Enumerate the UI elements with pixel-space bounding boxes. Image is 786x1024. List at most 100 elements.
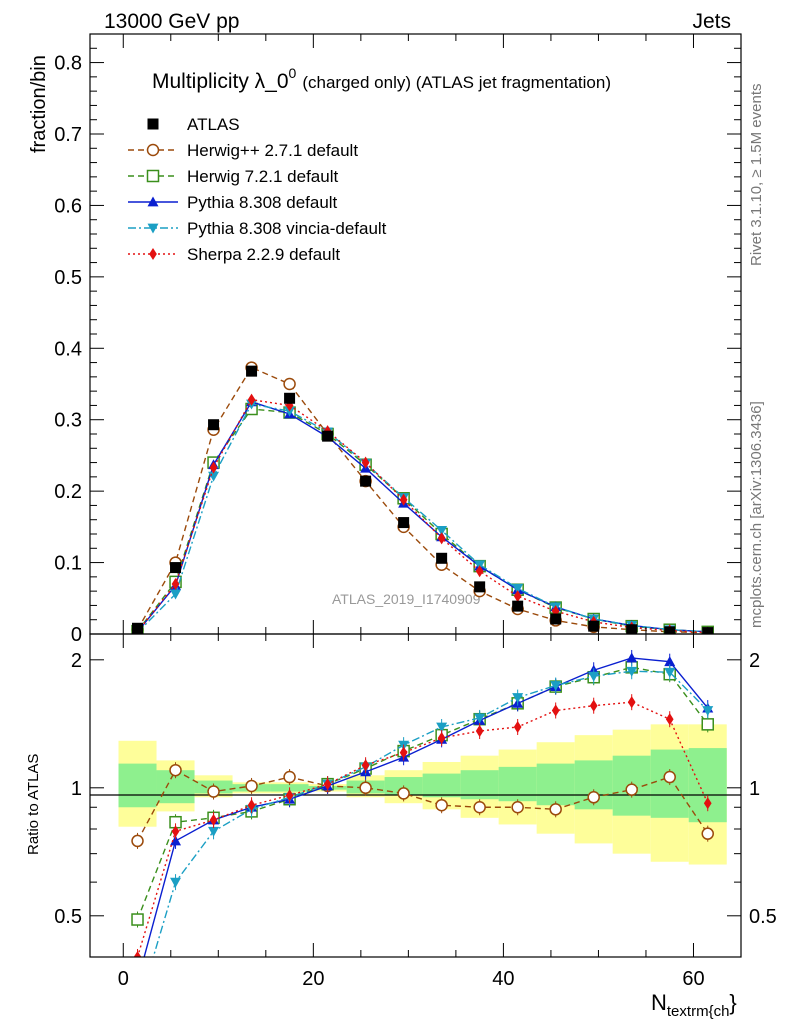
main-series-point bbox=[209, 461, 218, 474]
legend-marker bbox=[147, 196, 159, 207]
legend-marker bbox=[147, 223, 159, 234]
chart-title-suffix: (charged only) (ATLAS jet fragmentation) bbox=[302, 73, 611, 92]
x-tick-label: 40 bbox=[492, 968, 514, 990]
legend-label: ATLAS bbox=[187, 115, 240, 134]
ratio-uncertainty-bands bbox=[118, 724, 727, 865]
ratio-y-axis-label: Ratio to ATLAS bbox=[25, 754, 42, 855]
main-series-point bbox=[361, 456, 370, 469]
ratio-series-point bbox=[209, 813, 218, 827]
ratio-series-point bbox=[703, 797, 712, 810]
ratio-series-line bbox=[143, 657, 709, 957]
ratio-series-point bbox=[475, 724, 484, 738]
ratio-y-tick-label: 2 bbox=[71, 650, 82, 672]
rivet-version-label: Rivet 3.1.10, ≥ 1.5M events bbox=[748, 84, 765, 267]
main-series-point bbox=[283, 377, 296, 391]
main-series-line bbox=[136, 398, 708, 634]
ratio-y-tick-label-right: 0.5 bbox=[749, 906, 777, 928]
header-energy-label: 13000 GeV pp bbox=[104, 10, 239, 33]
main-series-point bbox=[170, 589, 182, 600]
ratio-series-point bbox=[170, 877, 182, 888]
ratio-series-point bbox=[245, 779, 258, 793]
x-axis-label-tail: } bbox=[729, 990, 736, 1015]
ratio-series-point bbox=[663, 770, 676, 784]
legend-label: Pythia 8.308 vincia-default bbox=[187, 219, 387, 238]
main-series-line bbox=[137, 403, 708, 634]
data-point bbox=[626, 624, 638, 634]
stat-uncertainty-band bbox=[460, 770, 499, 800]
data-point bbox=[132, 622, 144, 634]
ratio-series-point bbox=[551, 704, 560, 717]
ratio-series-point bbox=[550, 681, 562, 692]
x-tick-label: 60 bbox=[682, 968, 704, 990]
ratio-series-point bbox=[208, 826, 220, 837]
legend-marker bbox=[146, 143, 160, 157]
ratio-series-point bbox=[626, 666, 638, 677]
chart-title-main: Multiplicity λ_0 bbox=[152, 70, 289, 93]
ratio-series-point bbox=[512, 693, 524, 704]
ratio-series-point bbox=[474, 713, 486, 724]
ratio-series-point bbox=[436, 722, 448, 733]
ratio-series-point bbox=[207, 785, 220, 798]
data-point bbox=[550, 613, 562, 625]
data-point bbox=[208, 419, 220, 431]
y-tick-label: 0.8 bbox=[54, 53, 82, 75]
ratio-series-point bbox=[473, 801, 486, 814]
ratio-series-point bbox=[323, 778, 332, 791]
ratio-panel-frame bbox=[89, 633, 742, 958]
ratio-series-point bbox=[665, 713, 674, 726]
analysis-watermark: ATLAS_2019_I1740909 bbox=[332, 591, 481, 607]
ratio-series-point bbox=[702, 706, 714, 716]
x-tick-label: 0 bbox=[118, 968, 129, 990]
data-point bbox=[512, 600, 524, 612]
legend-label: Pythia 8.308 default bbox=[187, 193, 338, 212]
ratio-series-point bbox=[435, 798, 448, 812]
ratio-series-point bbox=[588, 671, 600, 682]
ratio-series-point bbox=[701, 827, 714, 840]
stat-uncertainty-band bbox=[422, 773, 461, 798]
x-axis-label-subscript: textrm{ch bbox=[667, 1003, 730, 1020]
ratio-series-point bbox=[587, 791, 600, 804]
ratio-series-point bbox=[169, 763, 182, 777]
ratio-series-point bbox=[247, 799, 256, 812]
ratio-series-point bbox=[664, 667, 676, 678]
data-point bbox=[588, 620, 600, 632]
ratio-series-point bbox=[397, 787, 410, 800]
ratio-series-point bbox=[283, 770, 296, 784]
chart-title-superscript: 0 bbox=[289, 65, 297, 81]
stat-uncertainty-band bbox=[118, 763, 157, 808]
main-series-point bbox=[437, 532, 446, 545]
main-series-point bbox=[513, 590, 522, 603]
ratio-series-point bbox=[549, 803, 562, 816]
ratio-series-line bbox=[136, 666, 709, 920]
stat-uncertainty-band bbox=[536, 763, 575, 806]
ratio-series-point bbox=[133, 950, 142, 957]
y-tick-label: 0.5 bbox=[54, 267, 82, 289]
ratio-y-tick-label: 1 bbox=[71, 778, 82, 800]
legend-marker bbox=[149, 247, 157, 261]
ratio-series-point bbox=[131, 834, 144, 848]
x-axis-label: Ntextrm{ch} bbox=[651, 990, 737, 1020]
legend-marker bbox=[147, 118, 159, 130]
ratio-y-tick-label-right: 1 bbox=[749, 778, 760, 800]
y-tick-label: 0.7 bbox=[54, 124, 82, 146]
y-tick-label: 0.3 bbox=[54, 410, 82, 432]
main-series-point bbox=[247, 393, 256, 406]
ratio-series-point bbox=[285, 789, 294, 802]
ratio-series-line bbox=[136, 701, 709, 957]
ratio-series-point bbox=[701, 718, 714, 731]
data-point bbox=[322, 430, 334, 442]
ratio-series-point bbox=[627, 696, 636, 709]
data-point bbox=[170, 562, 182, 574]
chart-title: Multiplicity λ_00 (charged only) (ATLAS j… bbox=[152, 65, 611, 93]
x-tick-label: 20 bbox=[302, 968, 324, 990]
ratio-series-point bbox=[170, 835, 182, 846]
main-series-point bbox=[475, 565, 484, 578]
data-point bbox=[398, 517, 410, 529]
ratio-series-point bbox=[437, 731, 446, 744]
ratio-y-tick-label-right: 2 bbox=[749, 650, 760, 672]
data-point bbox=[474, 581, 486, 593]
data-point bbox=[360, 475, 372, 487]
ratio-series-line bbox=[136, 769, 709, 842]
